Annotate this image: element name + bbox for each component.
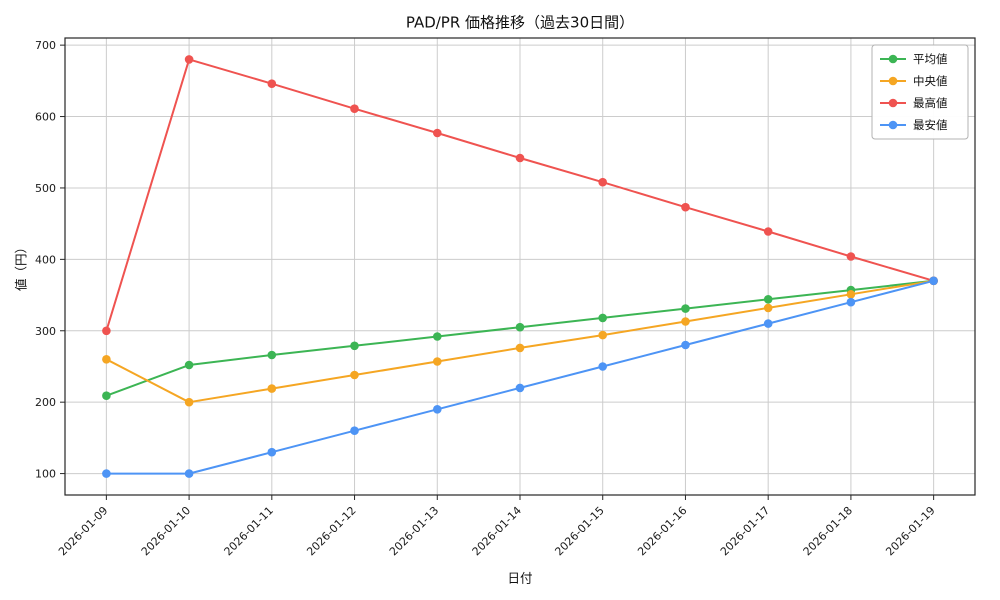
data-point-marker	[598, 313, 607, 323]
x-tick-label: 2026-01-11	[222, 504, 276, 558]
data-point-marker	[681, 304, 690, 313]
legend-marker	[888, 54, 898, 64]
data-point-marker	[350, 104, 359, 113]
x-tick-label: 2026-01-12	[304, 504, 358, 558]
legend-label: 平均値	[913, 52, 948, 66]
data-point-marker	[184, 397, 194, 407]
data-point-marker	[267, 79, 277, 88]
data-point-marker	[267, 447, 277, 457]
legend-marker	[888, 98, 898, 108]
data-point-marker	[102, 469, 111, 478]
data-point-marker	[184, 55, 194, 64]
data-point-marker	[846, 290, 856, 299]
data-point-marker	[350, 370, 359, 380]
data-point-marker	[598, 362, 607, 371]
data-point-marker	[184, 360, 194, 370]
x-tick-label: 2026-01-19	[883, 504, 937, 558]
data-point-marker	[598, 177, 607, 187]
x-tick-label: 2026-01-09	[56, 504, 110, 558]
y-tick-label: 200	[35, 396, 56, 409]
x-tick-label: 2026-01-13	[387, 504, 441, 558]
chart-title: PAD/PR 価格推移（過去30日間）	[405, 13, 635, 32]
data-point-marker	[433, 357, 442, 366]
data-point-marker	[681, 202, 690, 212]
legend-label: 中央値	[913, 74, 948, 88]
x-axis-label: 日付	[507, 570, 533, 586]
x-tick-label: 2026-01-17	[718, 504, 772, 558]
data-point-marker	[184, 469, 194, 478]
x-tick-label: 2026-01-15	[552, 504, 606, 558]
y-tick-label: 700	[35, 39, 56, 52]
data-point-marker	[598, 330, 607, 340]
data-point-marker	[515, 322, 525, 332]
data-point-marker	[763, 303, 773, 313]
legend-box	[871, 44, 969, 140]
x-tick-label: 2026-01-14	[470, 504, 524, 558]
data-point-marker	[763, 295, 773, 304]
data-point-marker	[681, 340, 690, 350]
y-tick-label: 600	[35, 111, 56, 124]
data-point-marker	[515, 153, 525, 163]
y-tick-label: 400	[35, 253, 56, 266]
data-point-marker	[267, 384, 277, 393]
data-point-marker	[433, 128, 442, 138]
data-point-marker	[267, 350, 277, 360]
data-point-marker	[102, 355, 111, 364]
data-point-marker	[763, 227, 773, 236]
data-point-marker	[350, 341, 359, 351]
legend-marker	[888, 120, 898, 130]
data-point-marker	[763, 319, 773, 328]
data-point-marker	[846, 252, 856, 261]
legend-label: 最高値	[913, 96, 948, 110]
x-tick-label: 2026-01-18	[801, 504, 855, 558]
y-tick-label: 500	[35, 182, 56, 195]
legend-marker	[888, 76, 898, 86]
x-tick-label: 2026-01-16	[635, 504, 689, 558]
data-point-marker	[102, 391, 111, 401]
data-point-marker	[846, 297, 856, 307]
x-tick-label: 2026-01-10	[139, 504, 193, 558]
data-point-marker	[515, 383, 525, 393]
data-point-marker	[433, 405, 442, 414]
y-tick-label: 300	[35, 325, 56, 338]
data-point-marker	[350, 426, 359, 436]
data-point-marker	[681, 317, 690, 326]
y-tick-label: 100	[35, 468, 56, 481]
legend-label: 最安値	[913, 118, 948, 132]
data-point-marker	[433, 332, 442, 341]
data-point-marker	[102, 326, 111, 336]
data-point-marker	[515, 343, 525, 353]
data-point-marker	[929, 276, 938, 286]
